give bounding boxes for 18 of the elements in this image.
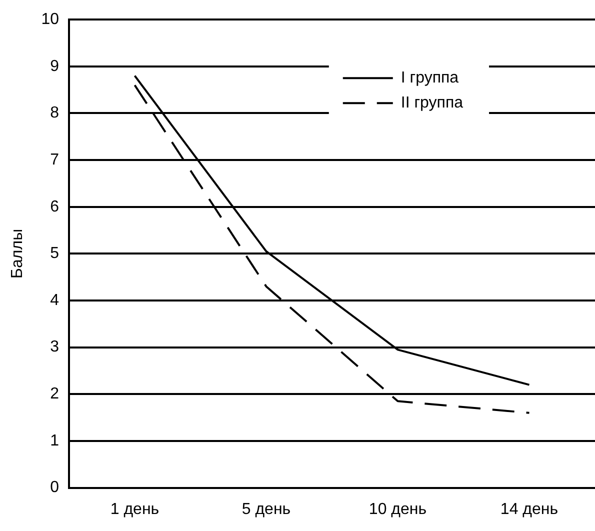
x-tick-label: 5 день — [242, 500, 291, 518]
y-tick-label: 4 — [50, 292, 60, 309]
y-axis-title: Баллы — [9, 228, 26, 278]
y-tick-label: 3 — [50, 338, 60, 356]
y-tick-label: 0 — [50, 479, 60, 496]
y-tick-label: 2 — [50, 386, 60, 403]
y-tick-label: 1 — [50, 432, 60, 450]
y-tick-label: 7 — [50, 151, 60, 168]
y-tick-label: 9 — [50, 58, 60, 75]
legend-label: I группа — [400, 70, 459, 87]
y-tick-label: 6 — [50, 198, 60, 216]
x-tick-label: 1 день — [110, 500, 160, 518]
y-tick-label: 10 — [41, 11, 60, 28]
x-tick-label: 10 день — [368, 500, 427, 518]
y-tick-label: 5 — [50, 245, 60, 262]
x-tick-label: 14 день — [500, 500, 558, 518]
legend-label: II группа — [400, 94, 464, 112]
y-tick-label: 8 — [50, 104, 60, 122]
